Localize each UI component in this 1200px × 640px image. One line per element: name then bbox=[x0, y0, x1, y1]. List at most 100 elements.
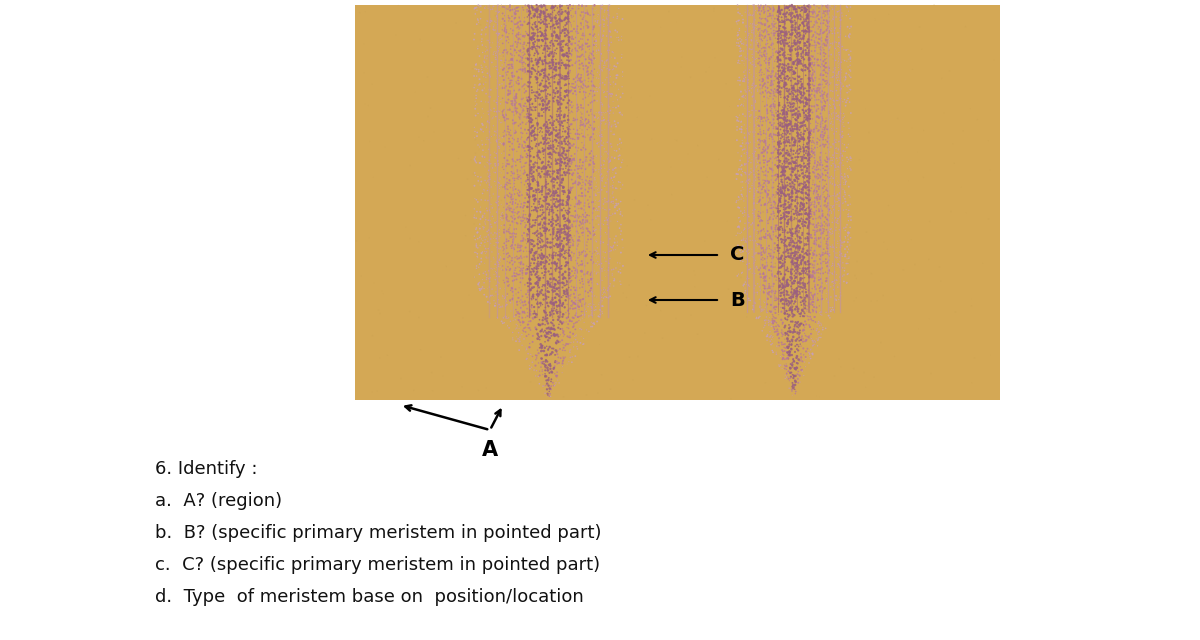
Point bbox=[809, 218, 828, 228]
Point bbox=[572, 117, 592, 127]
Point bbox=[558, 10, 577, 20]
Point bbox=[804, 238, 823, 248]
Point bbox=[625, 195, 644, 205]
Point bbox=[776, 125, 796, 136]
Point bbox=[612, 52, 631, 63]
Point bbox=[762, 175, 781, 185]
Point bbox=[576, 154, 595, 164]
Point bbox=[566, 192, 586, 202]
Point bbox=[763, 3, 782, 13]
Point bbox=[748, 186, 767, 196]
Point bbox=[505, 45, 524, 55]
Point bbox=[756, 284, 775, 294]
Point bbox=[805, 236, 824, 246]
Point bbox=[470, 284, 490, 294]
Point bbox=[781, 281, 800, 291]
Point bbox=[812, 291, 832, 301]
Point bbox=[790, 34, 809, 44]
Point bbox=[809, 234, 828, 244]
Point bbox=[768, 34, 787, 44]
Point bbox=[792, 74, 811, 84]
Point bbox=[515, 197, 534, 207]
Point bbox=[510, 312, 529, 322]
Point bbox=[811, 332, 830, 342]
Point bbox=[499, 86, 518, 96]
Point bbox=[568, 106, 587, 116]
Point bbox=[788, 358, 808, 369]
Point bbox=[764, 182, 784, 193]
Point bbox=[530, 371, 550, 381]
Point bbox=[540, 166, 559, 176]
Point bbox=[612, 35, 631, 45]
Point bbox=[810, 206, 829, 216]
Point bbox=[532, 231, 551, 241]
Point bbox=[791, 309, 810, 319]
Point bbox=[827, 37, 846, 47]
Point bbox=[551, 225, 570, 236]
Point bbox=[766, 287, 785, 297]
Point bbox=[727, 19, 746, 29]
Point bbox=[536, 25, 556, 35]
Point bbox=[545, 92, 564, 102]
Point bbox=[827, 95, 846, 106]
Point bbox=[536, 356, 556, 367]
Point bbox=[558, 136, 577, 147]
Point bbox=[475, 209, 494, 219]
Point bbox=[509, 315, 528, 325]
Point bbox=[521, 209, 540, 220]
Point bbox=[726, 230, 745, 241]
Point bbox=[796, 120, 815, 130]
Point bbox=[587, 292, 606, 302]
Point bbox=[583, 157, 602, 167]
Point bbox=[494, 293, 514, 303]
Point bbox=[512, 106, 532, 116]
Point bbox=[492, 209, 511, 219]
Point bbox=[769, 293, 788, 303]
Point bbox=[770, 230, 790, 241]
Point bbox=[538, 237, 557, 247]
Point bbox=[811, 218, 830, 228]
Point bbox=[523, 131, 542, 141]
Point bbox=[504, 179, 523, 189]
Point bbox=[803, 12, 822, 22]
Point bbox=[821, 142, 840, 152]
Point bbox=[790, 328, 809, 338]
Point bbox=[469, 269, 488, 280]
Point bbox=[754, 80, 773, 90]
Point bbox=[522, 85, 541, 95]
Point bbox=[728, 4, 748, 14]
Point bbox=[786, 26, 805, 36]
Point bbox=[775, 210, 794, 220]
Point bbox=[528, 239, 547, 249]
Point bbox=[738, 40, 757, 51]
Point bbox=[791, 206, 810, 216]
Point bbox=[558, 209, 577, 219]
Point bbox=[486, 161, 505, 171]
Point bbox=[503, 67, 522, 77]
Point bbox=[532, 69, 551, 79]
Point bbox=[529, 282, 548, 292]
Point bbox=[943, 138, 962, 148]
Point bbox=[494, 153, 514, 163]
Point bbox=[596, 271, 616, 282]
Point bbox=[575, 120, 594, 131]
Point bbox=[586, 173, 605, 183]
Point bbox=[606, 200, 625, 211]
Point bbox=[503, 183, 522, 193]
Point bbox=[536, 123, 556, 133]
Point bbox=[562, 11, 581, 21]
Point bbox=[756, 31, 775, 41]
Point bbox=[803, 86, 822, 96]
Point bbox=[592, 223, 611, 234]
Point bbox=[802, 125, 821, 136]
Point bbox=[768, 205, 787, 216]
Point bbox=[540, 208, 559, 218]
Point bbox=[514, 326, 533, 337]
Point bbox=[552, 157, 571, 168]
Point bbox=[526, 102, 545, 113]
Point bbox=[612, 143, 631, 154]
Point bbox=[776, 9, 796, 19]
Point bbox=[780, 53, 799, 63]
Point bbox=[473, 47, 492, 58]
Point bbox=[599, 240, 618, 250]
